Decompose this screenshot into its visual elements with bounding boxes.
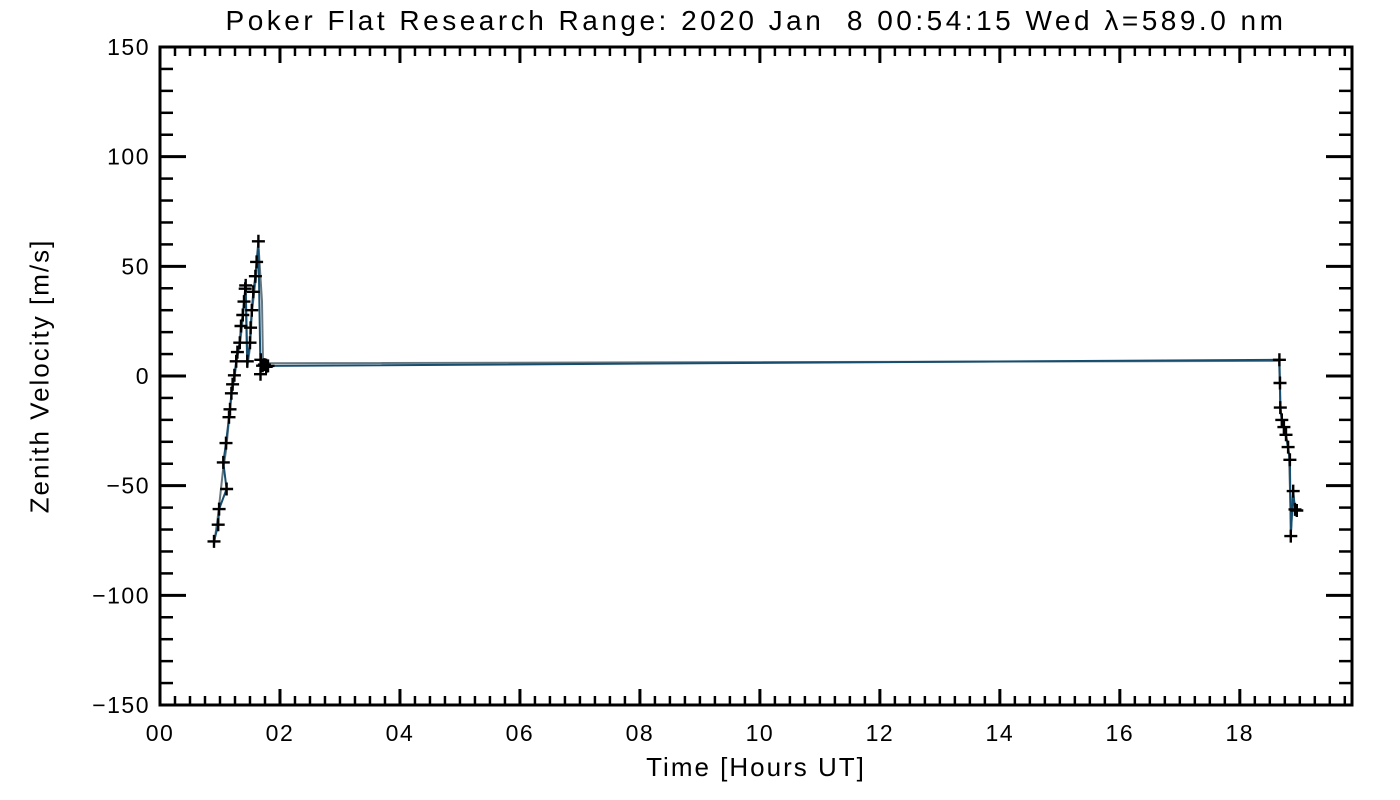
x-tick-label: 14 [986,720,1015,746]
x-tick-label: 04 [386,720,415,746]
y-tick-label: 150 [107,34,150,60]
y-tick-label: −150 [92,692,150,718]
x-tick-label: 06 [506,720,535,746]
x-tick-label: 12 [866,720,895,746]
x-tick-label: 18 [1226,720,1255,746]
series-markers-zenith-velocity [207,234,1304,548]
plot-border [158,45,1354,707]
x-tick-label: 08 [626,720,655,746]
y-tick-label: 100 [107,144,150,170]
y-tick-label: 0 [136,363,150,389]
x-tick-label: 10 [746,720,775,746]
y-tick-label: −50 [106,473,150,499]
y-axis-label: Zenith Velocity [m/s] [24,238,55,514]
y-tick-label: −100 [92,582,150,608]
x-tick-label: 00 [146,720,175,746]
chart-title: Poker Flat Research Range: 2020 Jan 8 00… [225,5,1287,36]
x-tick-label: 02 [266,720,295,746]
x-tick-label: 16 [1106,720,1135,746]
series-line-zenith-velocity [213,240,1298,542]
x-axis-label: Time [Hours UT] [646,752,866,782]
series-line-secondary-trace [213,247,1298,546]
y-tick-label: 50 [121,253,150,279]
